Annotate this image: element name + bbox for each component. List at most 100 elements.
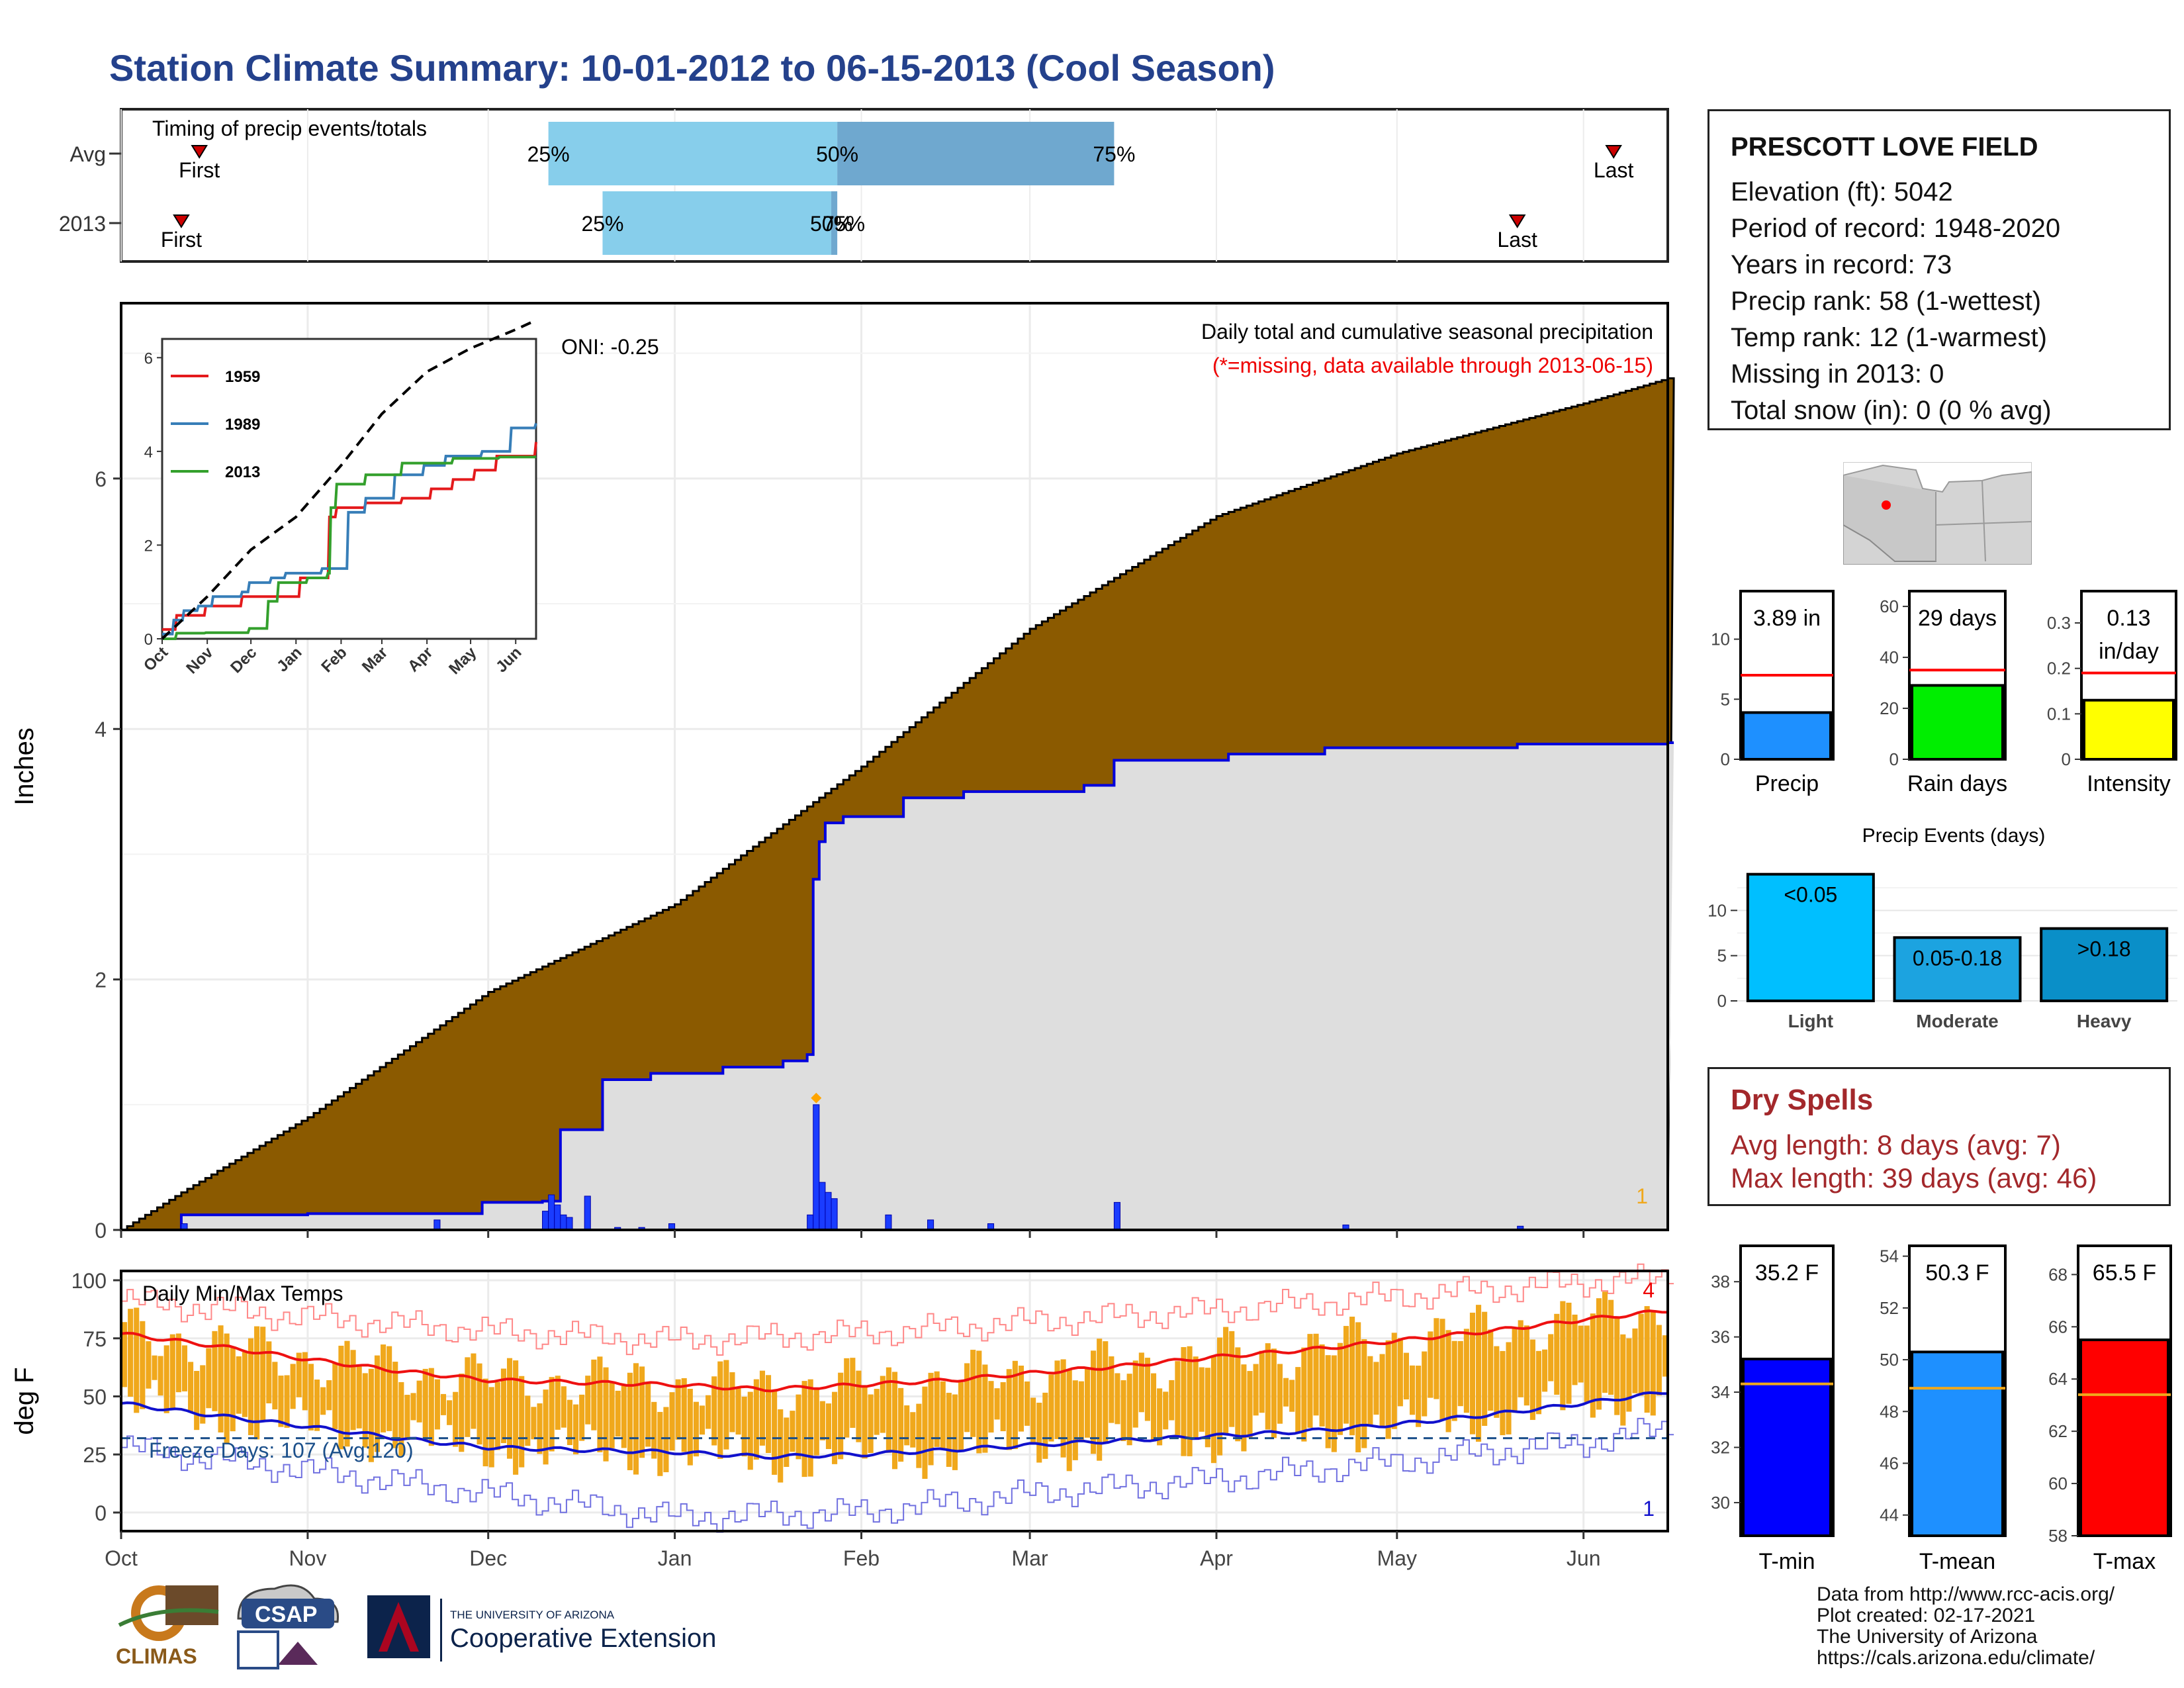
- last-event-label: Last: [1594, 158, 1634, 182]
- daily-temp-bar: [844, 1358, 850, 1438]
- daily-temp-bar: [982, 1364, 988, 1453]
- daily-temp-bar: [525, 1395, 531, 1446]
- event-bar-moderate: [1893, 936, 2022, 1003]
- inset-ytick-label: 4: [144, 444, 153, 461]
- daily-temp-bar: [1614, 1318, 1620, 1415]
- inset-frame: [161, 338, 537, 640]
- daily-temp-bar: [759, 1370, 765, 1446]
- daily-temp-bar: [1289, 1380, 1295, 1412]
- daily-temp-bar: [506, 1358, 513, 1459]
- precip-total-xlabel: Precip: [1755, 771, 1819, 796]
- daily-temp-bar: [916, 1403, 922, 1468]
- event-category-label: Heavy: [2077, 1011, 2132, 1031]
- daily-temp-bar: [465, 1357, 471, 1437]
- temp-corner-count-bottom: 1: [1643, 1497, 1655, 1521]
- daily-temp-bar: [1578, 1325, 1584, 1383]
- daily-temp-bar: [597, 1356, 603, 1452]
- daily-temp-bar: [416, 1380, 422, 1423]
- daily-temp-bar: [651, 1401, 657, 1459]
- daily-temp-bar: [1301, 1347, 1307, 1442]
- t-max-xlabel: T-max: [2093, 1549, 2156, 1574]
- daily-temp-bar: [1012, 1360, 1018, 1450]
- t-mean-bar: [1911, 1350, 2004, 1537]
- intensity-bar: [2083, 698, 2175, 761]
- temp-xtick-label: Mar: [1012, 1546, 1048, 1570]
- daily-temp-bar: [1439, 1319, 1445, 1420]
- daily-temp-bar: [633, 1363, 639, 1475]
- temp-title: Daily Min/Max Temps: [142, 1282, 343, 1305]
- daily-temp-bar: [1656, 1325, 1662, 1396]
- rain-days-bar: [1911, 684, 2004, 761]
- daily-temp-bar: [1175, 1361, 1181, 1435]
- daily-temp-bar: [807, 1379, 813, 1477]
- daily-temp-bar: [549, 1377, 555, 1452]
- precip-subtitle: (*=missing, data available through 2013-…: [1212, 353, 1653, 377]
- precip-ylabel: Inches: [10, 727, 39, 806]
- daily-temp-bar: [1024, 1381, 1030, 1426]
- daily-temp-bar: [1307, 1334, 1313, 1428]
- daily-temp-bar: [1084, 1369, 1091, 1438]
- daily-temp-bar: [1325, 1355, 1331, 1448]
- daily-temp-bar: [1265, 1343, 1271, 1430]
- daily-temp-bar: [723, 1360, 729, 1450]
- event-bar-label: <0.05: [1784, 883, 1837, 907]
- daily-temp-bar: [332, 1362, 338, 1429]
- last-event-label: Last: [1497, 228, 1537, 252]
- t-mean-value-label: 50.3 F: [1925, 1260, 1989, 1286]
- daily-temp-bar: [1235, 1347, 1241, 1442]
- daily-temp-bar: [459, 1374, 465, 1452]
- daily-temp-bar: [952, 1394, 958, 1470]
- daily-temp-bar: [236, 1356, 242, 1414]
- daily-temp-bar: [248, 1338, 254, 1436]
- daily-temp-bar: [1433, 1318, 1439, 1399]
- daily-temp-bar: [428, 1368, 434, 1446]
- timing-p50-label: 50%: [816, 142, 858, 166]
- daily-temp-bar: [922, 1386, 928, 1479]
- inset-legend-label: 1959: [225, 368, 260, 386]
- inset-legend-label: 1989: [225, 416, 260, 434]
- daily-temp-bar: [320, 1387, 326, 1415]
- freeze-days-label: Freeze Days: 107 (Avg:120): [149, 1438, 414, 1462]
- footer-url: https://cals.arizona.edu/climate/: [1817, 1647, 2095, 1669]
- daily-temp-bar: [410, 1393, 416, 1421]
- daily-temp-bar: [1343, 1326, 1349, 1424]
- daily-temp-bar: [621, 1385, 627, 1448]
- ua-logo: THE UNIVERSITY OF ARIZONA Cooperative Ex…: [367, 1595, 716, 1662]
- daily-temp-bar: [1193, 1356, 1199, 1439]
- daily-temp-bar: [513, 1360, 519, 1475]
- daily-temp-bar: [1271, 1348, 1277, 1438]
- daily-temp-bar: [1385, 1340, 1391, 1439]
- daily-temp-bar: [1066, 1369, 1072, 1472]
- daily-temp-bar: [825, 1403, 832, 1449]
- daily-temp-bar: [1535, 1350, 1542, 1415]
- temp-chart: 0 25 50 75 100 Oct Nov Dec Jan Feb Mar Apr May Jun deg…: [10, 1263, 1674, 1570]
- daily-temp-bar: [158, 1356, 163, 1396]
- rain-days-ytick-label: 0: [1889, 749, 1899, 769]
- daily-temp-bar: [471, 1353, 477, 1429]
- t-max-ytick-label: 58: [2048, 1526, 2068, 1546]
- daily-temp-bar: [224, 1333, 230, 1444]
- daily-temp-bar: [561, 1386, 567, 1428]
- last-event-marker: [1605, 145, 1622, 159]
- daily-temp-bar: [964, 1363, 970, 1432]
- daily-temp-bar: [832, 1391, 838, 1464]
- event-bar-label: 0.05-0.18: [1913, 946, 2002, 970]
- daily-temp-bar: [500, 1368, 506, 1444]
- t-max-ytick-label: 62: [2048, 1421, 2068, 1441]
- dry-spells-max: Max length: 39 days (avg: 46): [1731, 1162, 2097, 1194]
- t-min-bar: [1742, 1358, 1832, 1537]
- footer-data-source: Data from http://www.rcc-acis.org/: [1817, 1583, 2115, 1605]
- daily-temp-bar: [206, 1348, 212, 1409]
- precip-frame: [120, 302, 1669, 1231]
- daily-temp-bar: [519, 1376, 525, 1468]
- daily-temp-bar: [699, 1405, 705, 1435]
- daily-temp-bar: [494, 1382, 500, 1450]
- daily-temp-bar: [1416, 1366, 1422, 1427]
- daily-temp-bar: [1277, 1364, 1283, 1424]
- daily-temp-bar: [356, 1364, 362, 1429]
- daily-temp-bar: [1313, 1333, 1319, 1416]
- intensity-value-label: 0.13: [2107, 606, 2150, 631]
- daily-temp-bar: [1216, 1337, 1223, 1456]
- daily-temp-bar: [886, 1367, 891, 1453]
- daily-temp-bar: [1457, 1340, 1463, 1407]
